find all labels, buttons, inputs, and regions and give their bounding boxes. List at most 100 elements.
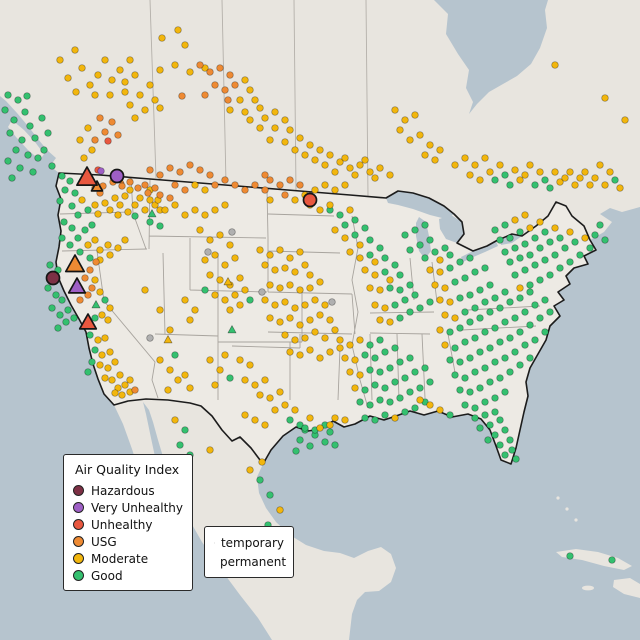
monitor-dot [296, 421, 304, 429]
monitor-dot [386, 284, 394, 292]
monitor-dot [566, 228, 574, 236]
monitor-dot [326, 151, 334, 159]
monitor-dot [416, 396, 424, 404]
monitor-dot [114, 211, 122, 219]
monitor-dot [396, 314, 404, 322]
monitor-dot [346, 206, 354, 214]
monitor-dot [256, 104, 264, 112]
monitor-dot [58, 172, 66, 180]
us-border-outline [55, 172, 597, 465]
monitor-dot [166, 326, 174, 334]
monitor-dot [431, 248, 439, 256]
monitor-dot [361, 386, 369, 394]
monitor-dot [144, 189, 152, 197]
monitor-dot [86, 81, 94, 89]
monitor-dot [292, 447, 300, 455]
monitor-dot [511, 271, 519, 279]
monitor-dot [401, 374, 409, 382]
monitor-dot [196, 226, 204, 234]
monitor-dot [331, 414, 339, 422]
monitor-dot [241, 286, 249, 294]
monitor-dot [241, 186, 249, 194]
monitor-dot [171, 181, 179, 189]
monitor-dot [276, 246, 284, 254]
monitor-dot [436, 146, 444, 154]
monitor-dot [311, 156, 319, 164]
monitor-dot [174, 376, 182, 384]
monitor-dot [326, 316, 334, 324]
monitor-dot [231, 81, 239, 89]
monitor-dot [356, 398, 364, 406]
monitor-dot [191, 206, 199, 214]
monitor-dot [311, 186, 319, 194]
monitor-dot [471, 368, 479, 376]
monitor-dot [366, 236, 374, 244]
monitor-dot [366, 401, 374, 409]
monitor-dot [441, 284, 449, 292]
monitor-dot [171, 416, 179, 424]
monitor-dot [84, 241, 92, 249]
monitor-dot [336, 158, 344, 166]
monitor-dot [486, 308, 494, 316]
monitor-dot [601, 236, 609, 244]
monitor-dot [446, 328, 454, 336]
monitor-dot [211, 181, 219, 189]
monitor-dot [381, 268, 389, 276]
monitor-dot [426, 298, 434, 306]
monitor-dot [531, 181, 539, 189]
monitor-triangle [78, 313, 98, 330]
monitor-dot [266, 251, 274, 259]
monitor-dot [76, 248, 84, 256]
monitor-dot [481, 398, 489, 406]
monitor-dot [226, 241, 234, 249]
monitor-dot [461, 308, 469, 316]
monitor-dot [16, 164, 24, 172]
monitor-dot [331, 168, 339, 176]
monitor-dot [271, 301, 279, 309]
monitor-dot [551, 61, 559, 69]
monitor-dot [351, 171, 359, 179]
monitor-dot [201, 211, 209, 219]
monitor-dot [211, 251, 219, 259]
monitor-dot [541, 296, 549, 304]
monitor-dot [421, 254, 429, 262]
monitor-dot [426, 378, 434, 386]
monitor-dot [224, 96, 232, 104]
monitor-dot [596, 161, 604, 169]
monitor-dot [201, 256, 209, 264]
monitor-dot [436, 268, 444, 276]
monitor-dot [561, 244, 569, 252]
monitor-dot [336, 336, 344, 344]
monitor-dot [261, 171, 269, 179]
monitor-dot [321, 438, 329, 446]
monitor-dot [291, 336, 299, 344]
monitor-dot [91, 91, 99, 99]
monitor-dot [256, 391, 264, 399]
monitor-dot [201, 91, 209, 99]
monitor-dot [526, 161, 534, 169]
monitor-dot [526, 251, 534, 259]
monitor-dot [306, 141, 314, 149]
monitor-dot [52, 291, 60, 299]
monitor-dot [436, 406, 444, 414]
monitor-dot [266, 394, 274, 402]
monitor-dot [78, 64, 86, 72]
monitor-dot [84, 291, 92, 299]
aqi-color-swatch [73, 519, 84, 530]
monitor-dot [68, 202, 76, 210]
monitor-dot [416, 304, 424, 312]
monitor-dot [211, 81, 219, 89]
monitor-dot [381, 304, 389, 312]
monitor-dot [78, 196, 86, 204]
monitor-dot [104, 241, 112, 249]
aqi-legend-item-unhealthy: Unhealthy [73, 516, 183, 533]
monitor-dot [236, 356, 244, 364]
monitor-dot [456, 258, 464, 266]
monitor-dot [206, 236, 214, 244]
monitor-dot [146, 81, 154, 89]
monitor-dot [216, 276, 224, 284]
monitor-dot [291, 268, 299, 276]
monitor-dot [46, 261, 54, 269]
monitor-dot [271, 124, 279, 132]
